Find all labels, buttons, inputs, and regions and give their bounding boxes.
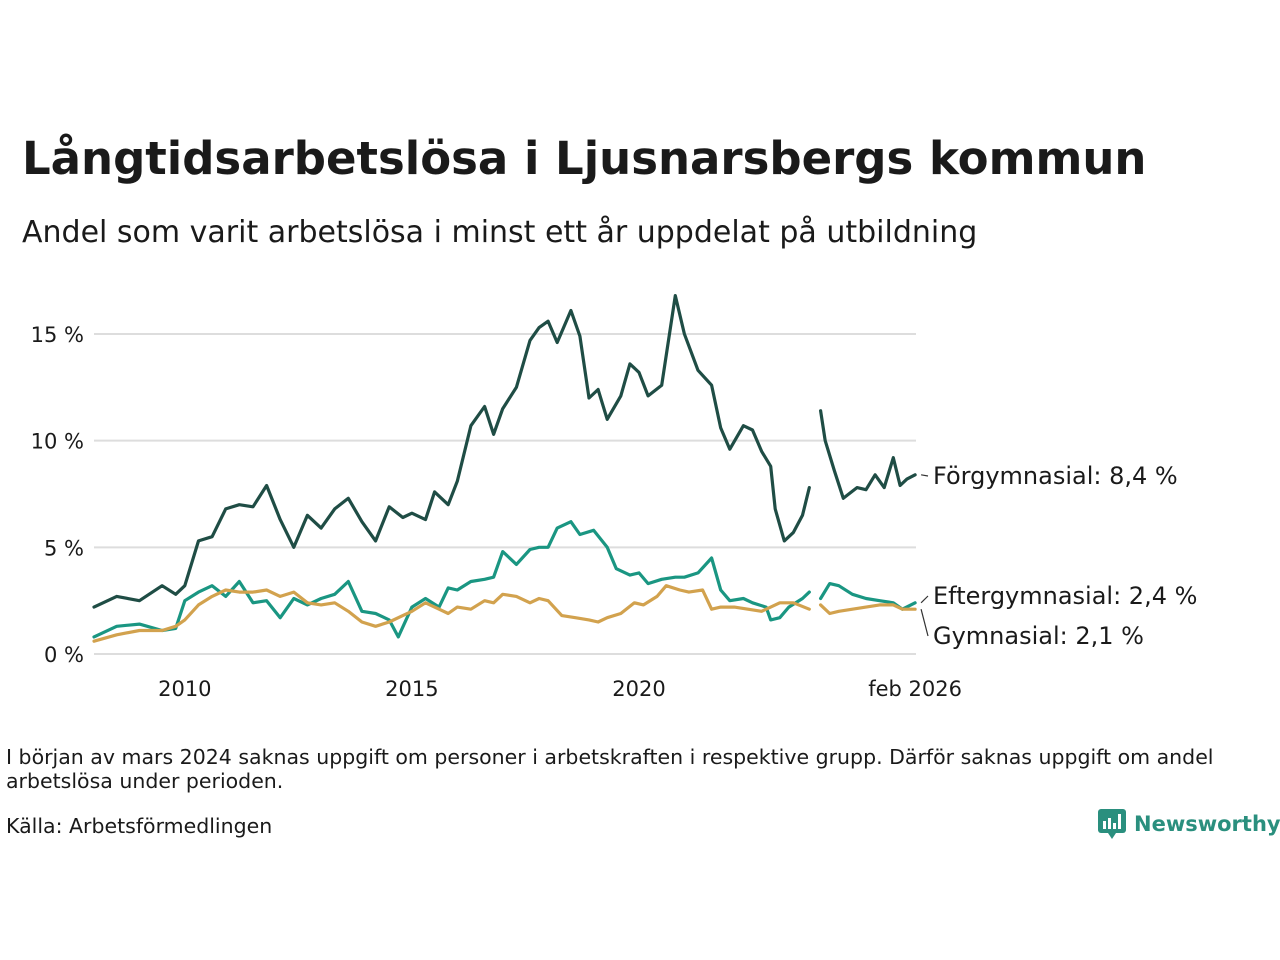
x-tick-label: 2015 <box>385 677 438 701</box>
chart-subtitle: Andel som varit arbetslösa i minst ett å… <box>22 215 978 250</box>
x-tick-label: feb 2026 <box>868 677 962 701</box>
leader-line <box>920 474 929 477</box>
series-labels: Förgymnasial: 8,4 % Eftergymnasial: 2,4 %… <box>920 462 1197 650</box>
series-line-förgymnasial <box>92 294 917 609</box>
series-line-eftergymnasial <box>92 520 917 639</box>
y-tick-label: 5 % <box>44 536 84 560</box>
source-text: Källa: Arbetsförmedlingen <box>6 814 273 838</box>
y-tick-label: 10 % <box>31 430 84 454</box>
y-tick-label: 0 % <box>44 643 84 667</box>
series-lines <box>92 294 917 643</box>
chart-title: Långtidsarbetslösa i Ljusnarsbergs kommu… <box>22 132 1147 185</box>
leader-line <box>920 595 929 604</box>
brand-name: Newsworthy <box>1134 812 1280 836</box>
brand-logo: Newsworthy <box>1098 809 1280 839</box>
x-tick-label: 2020 <box>612 677 665 701</box>
newsworthy-icon <box>1098 809 1126 839</box>
x-tick-label: 2010 <box>158 677 211 701</box>
y-tick-label: 15 % <box>31 323 84 347</box>
line-chart: 0 % 5 % 10 % 15 % 2010 2015 2020 feb 2026 Förg… <box>31 294 1197 701</box>
series-label-förgymnasial: Förgymnasial: 8,4 % <box>933 462 1178 490</box>
series-line-gymnasial <box>92 584 917 643</box>
footnote: I början av mars 2024 saknas uppgift om … <box>6 745 1214 793</box>
gridlines <box>94 333 916 655</box>
series-label-gymnasial: Gymnasial: 2,1 % <box>933 622 1144 650</box>
series-label-eftergymnasial: Eftergymnasial: 2,4 % <box>933 582 1197 610</box>
x-axis-ticks: 2010 2015 2020 feb 2026 <box>158 677 962 701</box>
y-axis-ticks: 0 % 5 % 10 % 15 % <box>31 323 84 667</box>
leader-line <box>920 609 929 637</box>
